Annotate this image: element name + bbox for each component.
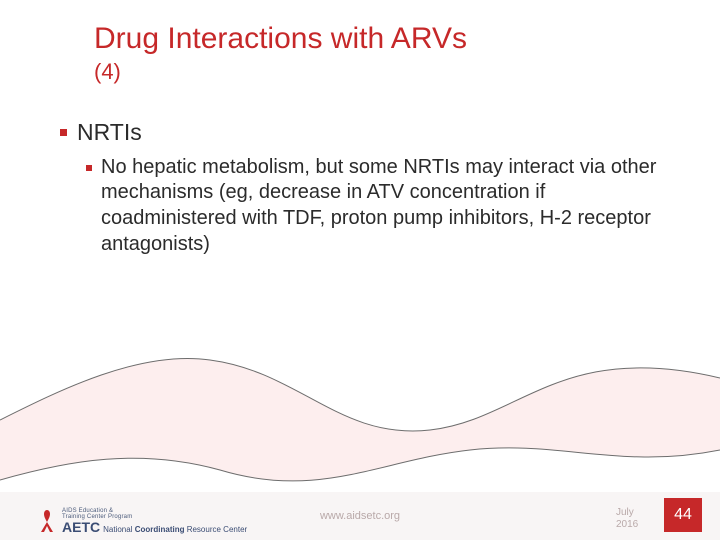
slide-subtitle: (4) [94,59,680,85]
logo-aetc: AETC [62,520,100,534]
slide: Drug Interactions with ARVs (4) NRTIs No… [0,0,720,540]
bullet-level1-text: NRTIs [77,118,142,147]
logo-rest-bold: Coordinating [135,525,185,534]
logo-rest-prefix: National [103,525,135,534]
footer-date-line2: 2016 [616,519,650,531]
footer-url: www.aidsetc.org [0,510,720,522]
bullet-square-icon [60,129,67,136]
bullet-level2-text: No hepatic metabolism, but some NRTIs ma… [101,155,680,257]
page-number: 44 [674,506,692,524]
title-block: Drug Interactions with ARVs (4) [94,22,680,85]
bullet-level1: NRTIs [60,118,680,147]
logo-rest-suffix: Resource Center [184,525,247,534]
logo-rest: National Coordinating Resource Center [103,526,247,534]
body-block: NRTIs No hepatic metabolism, but some NR… [60,118,680,257]
bullet-square-icon [86,165,92,171]
slide-title: Drug Interactions with ARVs [94,22,680,57]
decorative-wave [0,300,720,500]
page-number-badge: 44 [664,498,702,532]
footer-date: July 2016 [616,507,650,530]
bullet-level2: No hepatic metabolism, but some NRTIs ma… [86,155,680,257]
footer-date-line1: July [616,507,650,519]
